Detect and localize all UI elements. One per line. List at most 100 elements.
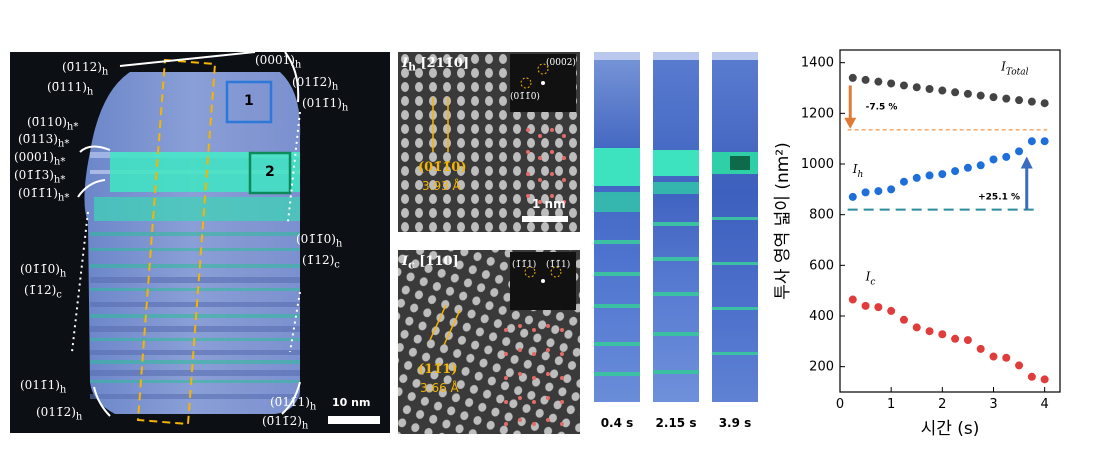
data-point xyxy=(925,171,934,180)
data-point xyxy=(887,79,896,88)
data-point xyxy=(1002,152,1011,161)
data-point xyxy=(938,170,947,179)
plane-label: (1̄12)c xyxy=(24,283,62,301)
plane-label: (0̄113)h* xyxy=(18,132,70,150)
data-point xyxy=(938,330,947,339)
y-tick-label: 1000 xyxy=(801,157,834,172)
plane-label: (01̄1̄0)h xyxy=(296,232,343,250)
fft-spot-label: (01̄1̄0) xyxy=(510,92,540,102)
plane-label: (011̄2)h xyxy=(36,405,83,423)
data-point xyxy=(963,163,972,172)
data-point xyxy=(848,295,857,304)
time-strip-2 xyxy=(653,52,699,402)
y-tick-label: 1400 xyxy=(801,56,834,71)
plane-label: (1̄12)c xyxy=(302,253,340,271)
time-label: 0.4 s xyxy=(600,416,634,430)
data-point xyxy=(1040,137,1049,146)
x-axis-label: 시간 (s) xyxy=(921,419,980,439)
plane-label: (01̄1̄1)h* xyxy=(18,186,70,204)
x-tick-label: 2 xyxy=(938,397,946,412)
increase-annotation: +25.1 % xyxy=(978,192,1020,202)
data-point xyxy=(976,344,985,353)
series-label: ITotal xyxy=(1000,59,1028,77)
data-point xyxy=(1040,99,1049,108)
x-tick-label: 3 xyxy=(989,397,997,412)
time-label: 2.15 s xyxy=(655,416,697,430)
data-point xyxy=(989,352,998,361)
fft-spot-label: (0002) xyxy=(546,58,576,68)
fft-spot-label: (1̄1̄1) xyxy=(546,260,571,270)
dashed-region-outline xyxy=(136,58,217,426)
hrtem-cubic-image xyxy=(398,250,580,434)
region-label-2: 2 xyxy=(265,164,275,180)
time-strip-1 xyxy=(594,52,640,402)
plane-label: (0001)h xyxy=(255,53,302,71)
y-axis-label: 투사 영역 넓이 (nm²) xyxy=(773,142,793,299)
scale-bar xyxy=(522,216,568,222)
plane-label: (0001)h* xyxy=(14,150,66,168)
plane-label: (011̄2)h xyxy=(292,75,339,93)
series-label: Ih xyxy=(852,162,864,180)
data-point xyxy=(925,327,934,336)
data-point xyxy=(861,75,870,84)
data-point xyxy=(874,77,883,86)
y-tick-label: 400 xyxy=(809,309,834,324)
increase-arrow-head xyxy=(1020,156,1033,169)
data-point xyxy=(1015,147,1024,156)
data-point xyxy=(1027,372,1036,381)
y-tick-label: 1200 xyxy=(801,106,834,121)
data-point xyxy=(899,315,908,324)
data-point xyxy=(989,93,998,102)
x-tick-label: 4 xyxy=(1041,397,1049,412)
y-tick-label: 600 xyxy=(809,258,834,273)
data-point xyxy=(963,89,972,98)
y-tick-label: 200 xyxy=(809,360,834,375)
data-point xyxy=(963,336,972,345)
data-point xyxy=(1040,375,1049,384)
plane-label: (11̄1) xyxy=(418,362,458,377)
region-box-2 xyxy=(248,151,292,195)
data-point xyxy=(912,173,921,182)
series-label: Ic xyxy=(865,270,876,288)
data-point xyxy=(874,303,883,312)
data-point xyxy=(1002,353,1011,362)
data-point xyxy=(1027,137,1036,146)
data-point xyxy=(976,91,985,100)
overview-image-panel: 1 2 10 nm xyxy=(10,52,390,433)
data-point xyxy=(925,85,934,94)
scale-bar-label: 1 nm xyxy=(532,197,566,211)
data-point xyxy=(848,73,857,82)
plane-label: (0̄110)h* xyxy=(27,115,79,133)
data-point xyxy=(887,185,896,194)
data-point xyxy=(899,177,908,186)
data-point xyxy=(1002,94,1011,103)
scale-bar xyxy=(328,416,380,424)
panel-c-title: Ic [110] xyxy=(402,254,459,272)
hrtem-hexagonal-image xyxy=(398,52,580,232)
data-point xyxy=(1015,361,1024,370)
data-point xyxy=(951,88,960,97)
decrease-arrow-head xyxy=(844,117,857,129)
plane-label: (01̄1̄3)h* xyxy=(14,168,66,186)
panel-b-title: Ih [2̄11̄0] xyxy=(402,56,469,74)
plane-label: (011̄1)h xyxy=(20,378,67,396)
data-point xyxy=(951,334,960,343)
plane-label: (0̄112)h xyxy=(62,60,109,78)
d-spacing-label: 3.93 Å xyxy=(422,179,461,193)
fft-spot-label: (1̄1̄1) xyxy=(512,260,537,270)
data-point xyxy=(887,306,896,315)
data-point xyxy=(874,187,883,196)
plane-label: (0̄11̄1)h xyxy=(270,395,317,413)
data-point xyxy=(848,192,857,201)
plane-label: (011̄1)h xyxy=(302,96,349,114)
data-point xyxy=(951,167,960,176)
region-label-1: 1 xyxy=(244,93,254,109)
plane-label: (01̄1̄0) xyxy=(418,160,467,175)
data-point xyxy=(1015,96,1024,105)
d-spacing-label: 3.66 Å xyxy=(420,381,459,395)
plot-frame xyxy=(839,49,1061,393)
data-point xyxy=(1027,97,1036,106)
data-point xyxy=(989,155,998,164)
time-label: 3.9 s xyxy=(718,416,752,430)
scale-bar-label: 10 nm xyxy=(332,396,371,409)
